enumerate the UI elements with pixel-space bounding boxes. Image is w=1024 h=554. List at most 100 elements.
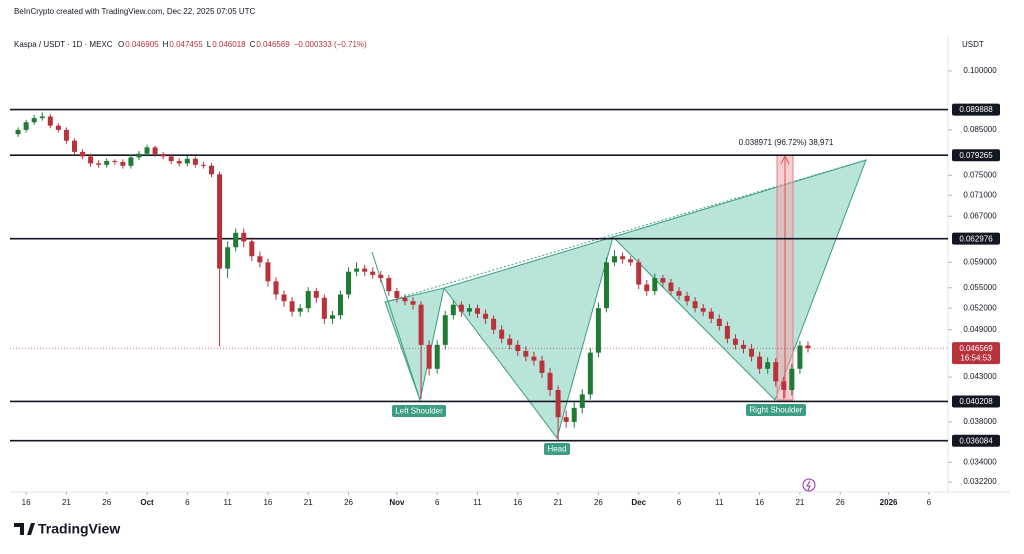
candle-body <box>426 344 432 369</box>
event-bolt <box>806 480 811 491</box>
x-tick-label: 2026 <box>880 498 898 507</box>
candle-body <box>329 315 335 319</box>
y-tick-label: 0.052000 <box>963 303 997 312</box>
candle-body <box>168 156 174 162</box>
candle-body <box>579 394 585 408</box>
candle-body <box>362 268 368 272</box>
candle-body <box>144 147 150 154</box>
x-tick-label: 16 <box>22 498 31 507</box>
pattern-label: Head <box>547 445 566 454</box>
x-tick-label: 6 <box>927 498 932 507</box>
candle-body <box>483 313 489 319</box>
x-tick-label: 11 <box>715 498 724 507</box>
candle-body <box>781 381 787 390</box>
candle-body <box>112 161 118 163</box>
candle-body <box>676 291 682 296</box>
y-tick-label: 0.043000 <box>963 372 997 381</box>
legend-value: 0.046018 <box>212 40 246 49</box>
candle-body <box>523 351 529 357</box>
candle-body <box>450 304 456 316</box>
candle-body <box>273 281 279 295</box>
y-tick-label: 0.075000 <box>963 170 997 179</box>
pattern-labels: Left Shoulder Head Right Shoulder <box>392 404 806 455</box>
x-tick-label: 26 <box>594 498 603 507</box>
level-label-box <box>952 395 1000 408</box>
candle-body <box>700 308 706 312</box>
pattern-left <box>384 287 445 402</box>
x-tick-label: Dec <box>631 498 646 507</box>
candle-body <box>192 158 198 165</box>
candle-body <box>337 294 343 316</box>
candle-body <box>773 362 779 382</box>
candle-body <box>265 262 271 282</box>
pattern-right <box>612 159 867 401</box>
candle-body <box>797 345 803 369</box>
last-price-box <box>952 342 1000 365</box>
candle-body <box>23 122 29 130</box>
candle-body <box>418 304 424 345</box>
x-tick-label: 21 <box>554 498 563 507</box>
y-tick-label: 0.067000 <box>963 211 997 220</box>
pattern-label: Left Shoulder <box>395 407 443 416</box>
pattern <box>371 154 867 440</box>
y-tick-label: 0.071000 <box>963 190 997 199</box>
countdown: 16:54:53 <box>960 353 992 362</box>
x-tick-label: 21 <box>304 498 313 507</box>
candle-body <box>595 308 601 353</box>
y-tick-label: 0.038000 <box>963 417 997 426</box>
candle-body <box>80 151 86 157</box>
candle-body <box>652 278 658 292</box>
candle-body <box>708 311 714 319</box>
legend-key: L <box>207 40 212 49</box>
candle-body <box>209 165 215 175</box>
y-tick-label: 0.059000 <box>963 257 997 266</box>
x-tick-label: 6 <box>185 498 190 507</box>
candle-body <box>71 140 77 152</box>
candle-body <box>716 318 722 327</box>
candle-body <box>176 161 182 164</box>
candle-body <box>200 164 206 166</box>
candle-body <box>184 158 190 164</box>
candle-body <box>499 329 505 339</box>
x-tick-label: 21 <box>795 498 804 507</box>
y-tick-label: 0.100000 <box>963 66 997 75</box>
legend-key: O <box>118 40 124 49</box>
y-tick-label: 0.032200 <box>963 477 997 486</box>
label-box <box>544 443 570 455</box>
candle-body <box>354 268 360 272</box>
candle-body <box>378 274 384 279</box>
y-tick-label: 0.085000 <box>963 125 997 134</box>
candle-body <box>603 262 609 309</box>
candle-body <box>120 161 126 166</box>
candle-body <box>732 338 738 345</box>
candle-body <box>410 301 416 305</box>
header: BeInCrypto created with TradingView.com,… <box>14 7 256 16</box>
level-label: 0.062976 <box>959 234 993 243</box>
axis-unit: USDT <box>962 40 984 49</box>
level-label: 0.036084 <box>959 436 993 445</box>
candle-body <box>15 129 21 135</box>
candle-body <box>233 232 239 248</box>
legend-value: 0.047455 <box>169 40 203 49</box>
candle-body <box>789 368 795 390</box>
candle-body <box>620 256 626 260</box>
x-tick-label: 26 <box>836 498 845 507</box>
level-label-box <box>952 103 1000 116</box>
candle-body <box>136 153 142 158</box>
legend-value: 0.046905 <box>125 40 159 49</box>
candle-body <box>249 241 255 257</box>
candle-body <box>507 338 513 345</box>
logo: TradingView <box>14 521 120 537</box>
candle-body <box>434 344 440 369</box>
x-tick-label: 16 <box>513 498 522 507</box>
candle-body <box>765 362 771 369</box>
y-tick-label: 0.049000 <box>963 325 997 334</box>
candle-body <box>152 147 158 155</box>
candle-body <box>47 116 53 126</box>
candle-body <box>547 372 553 390</box>
candle-body <box>394 291 400 298</box>
candle-body <box>442 315 448 345</box>
candle-body <box>217 174 223 269</box>
candle-body <box>104 161 110 165</box>
